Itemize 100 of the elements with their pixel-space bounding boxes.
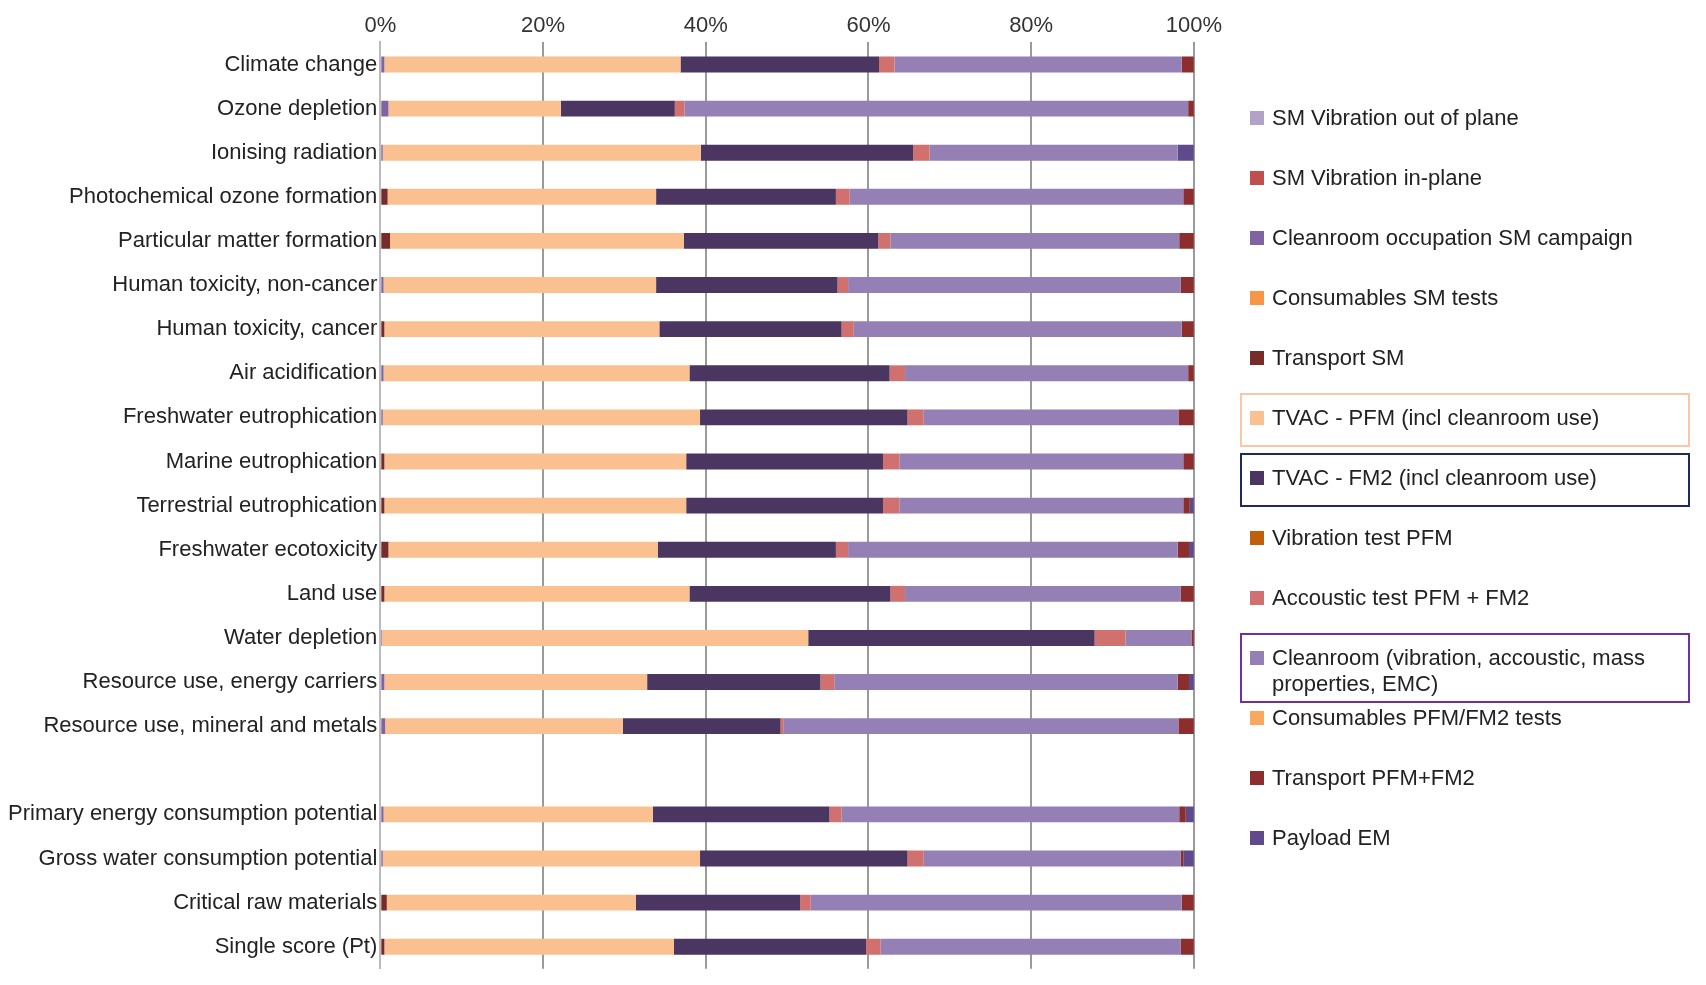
bar (905, 365, 1189, 382)
y-tick-label: Particular matter formation (118, 226, 378, 252)
bar (381, 674, 385, 690)
bar (1177, 144, 1194, 161)
bar (384, 585, 690, 602)
bar (381, 630, 809, 646)
legend-label: TVAC - FM2 (incl cleanroom use) (1272, 465, 1597, 491)
bar (834, 674, 1178, 690)
bar (689, 585, 891, 602)
bar (889, 365, 906, 382)
bar (381, 718, 386, 735)
bar (848, 541, 1178, 558)
bar (384, 497, 687, 514)
bar (652, 806, 830, 823)
bar (656, 277, 838, 293)
bar (381, 585, 385, 602)
bar (800, 894, 811, 911)
y-tick-label: Human toxicity, cancer (156, 315, 378, 341)
bar (684, 100, 1189, 117)
bar (381, 365, 384, 382)
x-tick-label: 20% (520, 12, 566, 38)
y-tick-label: Human toxicity, non-cancer (112, 271, 378, 297)
x-tick-label: 40% (683, 12, 728, 38)
bar (835, 188, 850, 205)
bar (808, 630, 1095, 646)
legend-label: Payload EM (1272, 825, 1391, 851)
bar (841, 321, 854, 338)
bar (659, 321, 842, 338)
bar (381, 277, 384, 293)
y-tick-label: Gross water consumption potential (38, 844, 378, 870)
bar (381, 894, 387, 911)
y-tick-label: Single score (Pt) (214, 932, 378, 958)
bar (686, 497, 884, 514)
y-tick-label: Photochemical ozone formation (69, 182, 378, 208)
legend-label: Transport PFM+FM2 (1272, 765, 1475, 791)
bar (923, 850, 1181, 867)
bar (1177, 674, 1189, 690)
legend-label: Accoustic test PFM + FM2 (1272, 585, 1530, 611)
bar (381, 232, 391, 249)
bar (686, 453, 884, 470)
bar (1180, 938, 1194, 955)
y-tick-label: Freshwater ecotoxicity (158, 535, 378, 561)
y-tick-label: Freshwater eutrophication (122, 403, 378, 429)
bar (1183, 188, 1194, 205)
bar (384, 674, 648, 690)
bar (820, 674, 835, 690)
bar (383, 277, 657, 293)
bar (883, 453, 900, 470)
bar (635, 894, 801, 911)
bar (835, 541, 849, 558)
legend-label: Vibration test PFM (1272, 525, 1453, 551)
bar (390, 232, 684, 249)
bar (384, 56, 681, 73)
bar (385, 718, 623, 735)
bar (382, 850, 701, 867)
y-tick-label: Critical raw materials (173, 888, 378, 914)
legend-label: Cleanroom occupation SM campaign (1272, 225, 1633, 251)
legend-label: Transport SM (1272, 345, 1405, 371)
bar (381, 100, 389, 117)
legend-label: Cleanroom (vibration, accoustic, mass properties, EMC) (1272, 645, 1646, 697)
bar (381, 188, 388, 205)
bar (780, 718, 784, 735)
bar (382, 144, 701, 161)
x-tick-label: 0% (364, 12, 397, 38)
bar (700, 409, 908, 426)
bar (680, 56, 880, 73)
bar (1178, 409, 1194, 426)
bar (890, 232, 1180, 249)
bar (388, 100, 561, 117)
bar (386, 894, 636, 911)
bar (878, 232, 891, 249)
bar (700, 144, 914, 161)
bar (647, 674, 821, 690)
bar (1094, 630, 1126, 646)
legend-label: SM Vibration in-plane (1272, 165, 1482, 191)
bar (383, 365, 690, 382)
bar (905, 585, 1181, 602)
bar (1181, 894, 1194, 911)
bar (381, 938, 385, 955)
bar (907, 850, 924, 867)
x-tick-label: 60% (846, 12, 891, 38)
bar (674, 100, 685, 117)
bar (883, 497, 900, 514)
bar (890, 585, 906, 602)
bar (880, 938, 1181, 955)
legend-label: TVAC - PFM (incl cleanroom use) (1272, 405, 1600, 431)
bar (381, 56, 385, 73)
bar (656, 188, 836, 205)
bar (810, 894, 1182, 911)
bar (879, 56, 895, 73)
bar (683, 232, 879, 249)
bar (866, 938, 881, 955)
bar (382, 409, 701, 426)
bar (1180, 277, 1194, 293)
legend-label: SM Vibration out of plane (1272, 105, 1519, 131)
bar (853, 321, 1182, 338)
bar (381, 453, 385, 470)
bar (381, 321, 385, 338)
legend-label: Consumables SM tests (1272, 285, 1499, 311)
bar (1183, 497, 1190, 514)
